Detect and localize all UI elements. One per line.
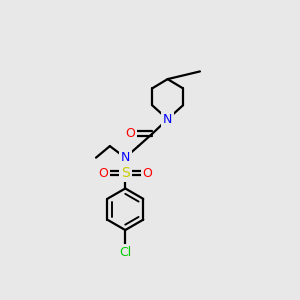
- Text: N: N: [121, 151, 130, 164]
- Text: S: S: [121, 166, 130, 180]
- Text: N: N: [163, 113, 172, 126]
- Text: O: O: [125, 127, 135, 140]
- Text: Cl: Cl: [119, 246, 131, 259]
- Text: O: O: [98, 167, 108, 180]
- Text: O: O: [143, 167, 152, 180]
